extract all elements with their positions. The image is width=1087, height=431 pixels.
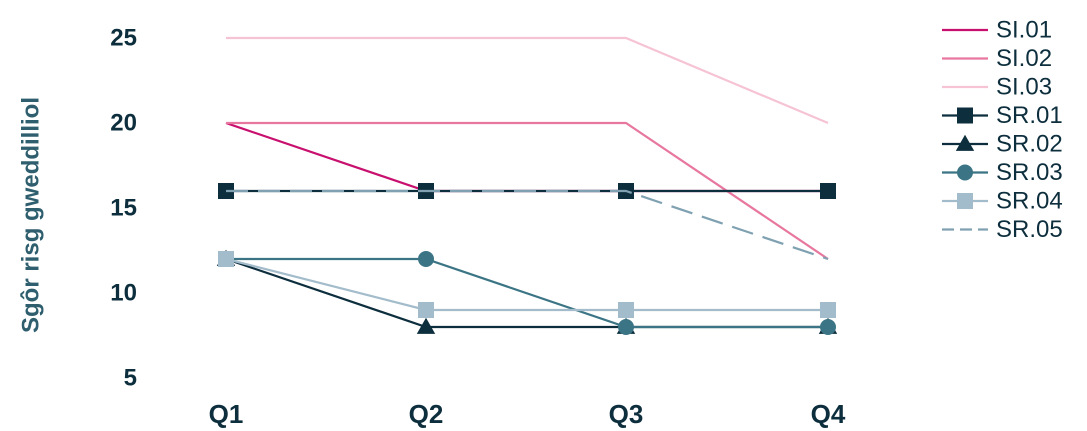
series-layer (217, 38, 837, 335)
series-sr-04-marker (418, 302, 434, 318)
series-sr-04-marker (820, 302, 836, 318)
series-si-01-line (226, 123, 828, 191)
series-sr-03 (218, 251, 836, 335)
legend-item-sr-03: SR.03 (942, 159, 1063, 186)
y-tick-label: 15 (110, 195, 137, 222)
x-tick-label: Q2 (409, 399, 444, 429)
series-si-01 (226, 123, 828, 191)
legend-item-si-02: SI.02 (942, 45, 1052, 72)
legend-item-si-03: SI.03 (942, 74, 1052, 101)
series-sr-04-line (226, 259, 828, 310)
legend-item-si-02-label: SI.02 (996, 45, 1052, 72)
series-sr-03-line (226, 259, 828, 327)
legend-item-si-03-label: SI.03 (996, 74, 1052, 101)
series-si-03-line (226, 38, 828, 123)
series-sr-03-marker (820, 319, 836, 335)
series-sr-01-marker (820, 183, 836, 199)
legend-item-sr-05-label: SR.05 (996, 216, 1063, 243)
legend-item-sr-01-label: SR.01 (996, 102, 1063, 129)
legend-item-sr-02-marker (956, 135, 974, 151)
legend-item-sr-03-label: SR.03 (996, 159, 1063, 186)
legend-item-si-01: SI.01 (942, 17, 1052, 44)
y-tick-label: 25 (110, 25, 137, 52)
y-tick-label: 20 (110, 110, 137, 137)
series-sr-05-line (226, 191, 828, 259)
legend-item-si-01-label: SI.01 (996, 17, 1052, 44)
series-si-03 (226, 38, 828, 123)
series-sr-04-marker (218, 251, 234, 267)
legend-item-sr-02: SR.02 (942, 131, 1063, 158)
series-sr-02 (217, 250, 837, 334)
x-axis-ticks: Q1 Q2 Q3 Q4 (209, 399, 846, 429)
y-axis-label: Sgôr risg gweddilliol (18, 97, 45, 333)
series-sr-03-marker (418, 251, 434, 267)
legend-item-sr-04: SR.04 (942, 188, 1063, 215)
legend-item-sr-05: SR.05 (942, 216, 1063, 243)
legend-item-sr-02-label: SR.02 (996, 131, 1063, 158)
series-sr-04-marker (618, 302, 634, 318)
legend-item-sr-03-marker (957, 165, 973, 181)
legend-item-sr-04-label: SR.04 (996, 188, 1063, 215)
y-axis-ticks: 5 10 15 20 25 (110, 25, 137, 392)
y-tick-label: 5 (124, 365, 137, 392)
y-tick-label: 10 (110, 280, 137, 307)
x-tick-label: Q3 (609, 399, 644, 429)
series-sr-05 (226, 191, 828, 259)
legend-item-sr-01-marker (957, 108, 973, 124)
legend-item-sr-04-marker (957, 193, 973, 209)
x-tick-label: Q4 (811, 399, 846, 429)
legend-item-sr-01: SR.01 (942, 102, 1063, 129)
x-tick-label: Q1 (209, 399, 244, 429)
series-sr-03-marker (618, 319, 634, 335)
series-sr-04 (218, 251, 836, 318)
